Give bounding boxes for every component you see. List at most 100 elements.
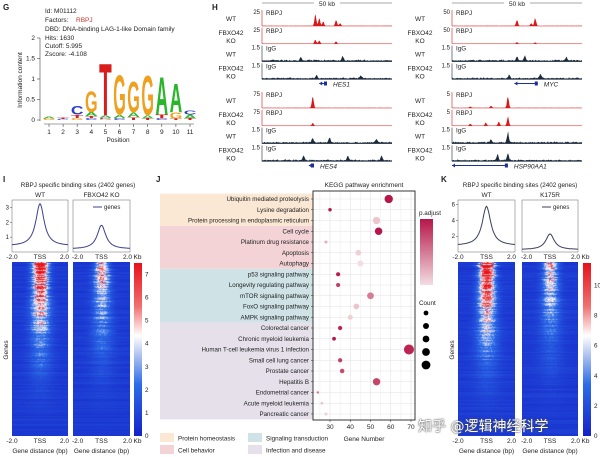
- pathway-label: AMPK signaling pathway: [241, 314, 310, 321]
- logo-letter-A: A: [99, 115, 113, 118]
- x-tick-label: 30: [326, 424, 334, 431]
- track-antibody-label: RBPJ: [266, 110, 282, 117]
- logo-letter-T: T: [71, 114, 84, 119]
- x-tick-label: -2.0: [452, 254, 464, 261]
- data-point: [357, 260, 364, 267]
- x-tick-label: 9: [160, 129, 164, 136]
- zscore-text: Zscore: -4.108: [45, 51, 87, 58]
- category-legend-swatch: [160, 445, 174, 454]
- condition-label: WT: [226, 16, 236, 23]
- watermark: 知乎 @逻辑神经科学: [418, 419, 549, 435]
- track-scale: 50: [443, 10, 450, 16]
- x-tick-label: -2.0: [452, 438, 464, 445]
- gene-name: HES1: [333, 82, 350, 89]
- colorbar-tick-label: 4: [594, 373, 598, 380]
- logo-letter-glyph: G: [141, 64, 154, 128]
- profile-curve: [457, 205, 516, 245]
- condition-label: WT: [226, 134, 236, 141]
- y-tick-label: 1: [6, 235, 10, 241]
- factors-value: RBPJ: [76, 17, 93, 24]
- panel-label-k: K: [441, 175, 447, 184]
- scale-bar-label: 50 kb: [509, 1, 525, 8]
- count-legend-dot: [422, 335, 430, 343]
- colorbar-tick-label: 6: [594, 343, 598, 350]
- x-tick-label: 7: [132, 129, 136, 136]
- data-point: [337, 358, 343, 363]
- x-axis-label: Gene Number: [344, 436, 386, 443]
- condition-label: FBXO42: [408, 112, 433, 119]
- logo-letter-A: A: [184, 114, 197, 120]
- gene-strand-arrow: [514, 81, 518, 86]
- x-tick-label: 50: [367, 424, 375, 431]
- track-antibody-label: RBPJ: [456, 110, 472, 117]
- logo-letter-A: A: [156, 67, 169, 127]
- panel-label-h: H: [212, 3, 218, 12]
- data-point: [320, 401, 324, 405]
- track-antibody-label: RBPJ: [456, 28, 472, 35]
- logo-letter-glyph: G: [43, 118, 56, 121]
- condition-label: KO: [226, 155, 235, 162]
- padjust-legend-title: p.adjust: [419, 210, 441, 217]
- track-antibody-label: RBPJ: [266, 92, 282, 99]
- x-tick-label: 2.0: [123, 438, 132, 445]
- data-point: [316, 391, 320, 394]
- track-scale: 75: [253, 92, 260, 98]
- x-tick-label: 10: [172, 129, 180, 136]
- condition-label: FBXO42: [219, 65, 244, 72]
- gene-name: HSP90AA1: [514, 164, 547, 171]
- logo-letter-G: G: [170, 111, 183, 120]
- logo-letter-C: C: [57, 119, 70, 121]
- track-antibody-label: IgG: [266, 128, 276, 135]
- data-point: [367, 292, 374, 300]
- count-legend-dot: [423, 323, 429, 329]
- gene-strand-arrow: [308, 163, 312, 168]
- x-tick-label: -2.0: [521, 438, 533, 445]
- colorbar-tick-label: 2: [594, 403, 598, 410]
- logo-letter-glyph: G: [170, 111, 183, 120]
- x-axis-label: Gene distance (bp): [459, 448, 514, 455]
- plot-background: [313, 191, 415, 420]
- x-axis-label: Gene distance (bp): [74, 448, 129, 455]
- colorbar-tick-label: 7: [145, 272, 149, 279]
- x-tick-label: 70: [407, 424, 415, 431]
- y-axis-label: Genes: [3, 340, 10, 360]
- x-tick-label: 2.0: [507, 254, 516, 261]
- data-point: [324, 240, 328, 244]
- logo-letter-glyph: T: [85, 115, 99, 118]
- count-legend-dot: [423, 310, 429, 316]
- x-tick-label: TSS: [544, 438, 557, 445]
- logo-letter-T: T: [127, 116, 141, 121]
- track-scale: 1.5: [252, 46, 261, 52]
- track-scale: 75: [253, 110, 260, 116]
- signal-track: [452, 73, 582, 80]
- condition-title: WT: [481, 192, 491, 199]
- track-scale: 1.5: [252, 128, 261, 134]
- logo-letter-glyph: A: [127, 111, 140, 119]
- track-antibody-label: IgG: [456, 46, 466, 53]
- category-legend-label: Infection and disease: [266, 448, 326, 455]
- signal-track: [262, 55, 392, 62]
- condition-label: KO: [415, 73, 424, 80]
- gene-name: MYC: [544, 82, 559, 89]
- pathway-label: Apoptosis: [282, 250, 309, 257]
- x-tick-label: 8: [146, 129, 150, 136]
- track-antibody-label: IgG: [266, 145, 276, 152]
- category-legend-label: Cell behavior: [178, 448, 215, 455]
- x-tick-label: 4: [89, 129, 93, 136]
- logo-letter-glyph: A: [184, 114, 197, 120]
- x-tick-label: TSS: [95, 438, 108, 445]
- profile-curve: [72, 224, 131, 249]
- x-tick-label: TSS: [480, 438, 493, 445]
- y-tick-label: 2: [452, 234, 456, 240]
- signal-track: [262, 74, 392, 80]
- logo-letter-glyph: T: [99, 50, 112, 133]
- condition-title: FBXO42 KO: [83, 192, 119, 199]
- category-legend-label: Protein homeostasis: [178, 436, 235, 443]
- x-tick-label: 3: [75, 129, 79, 136]
- logo-letter-glyph: G: [127, 72, 140, 122]
- heatmap: [522, 262, 578, 436]
- scale-bar-label: 50 kb: [319, 1, 335, 8]
- panel-label-i: I: [3, 175, 5, 184]
- x-tick-label: 2.0: [123, 254, 132, 261]
- data-point: [403, 344, 415, 355]
